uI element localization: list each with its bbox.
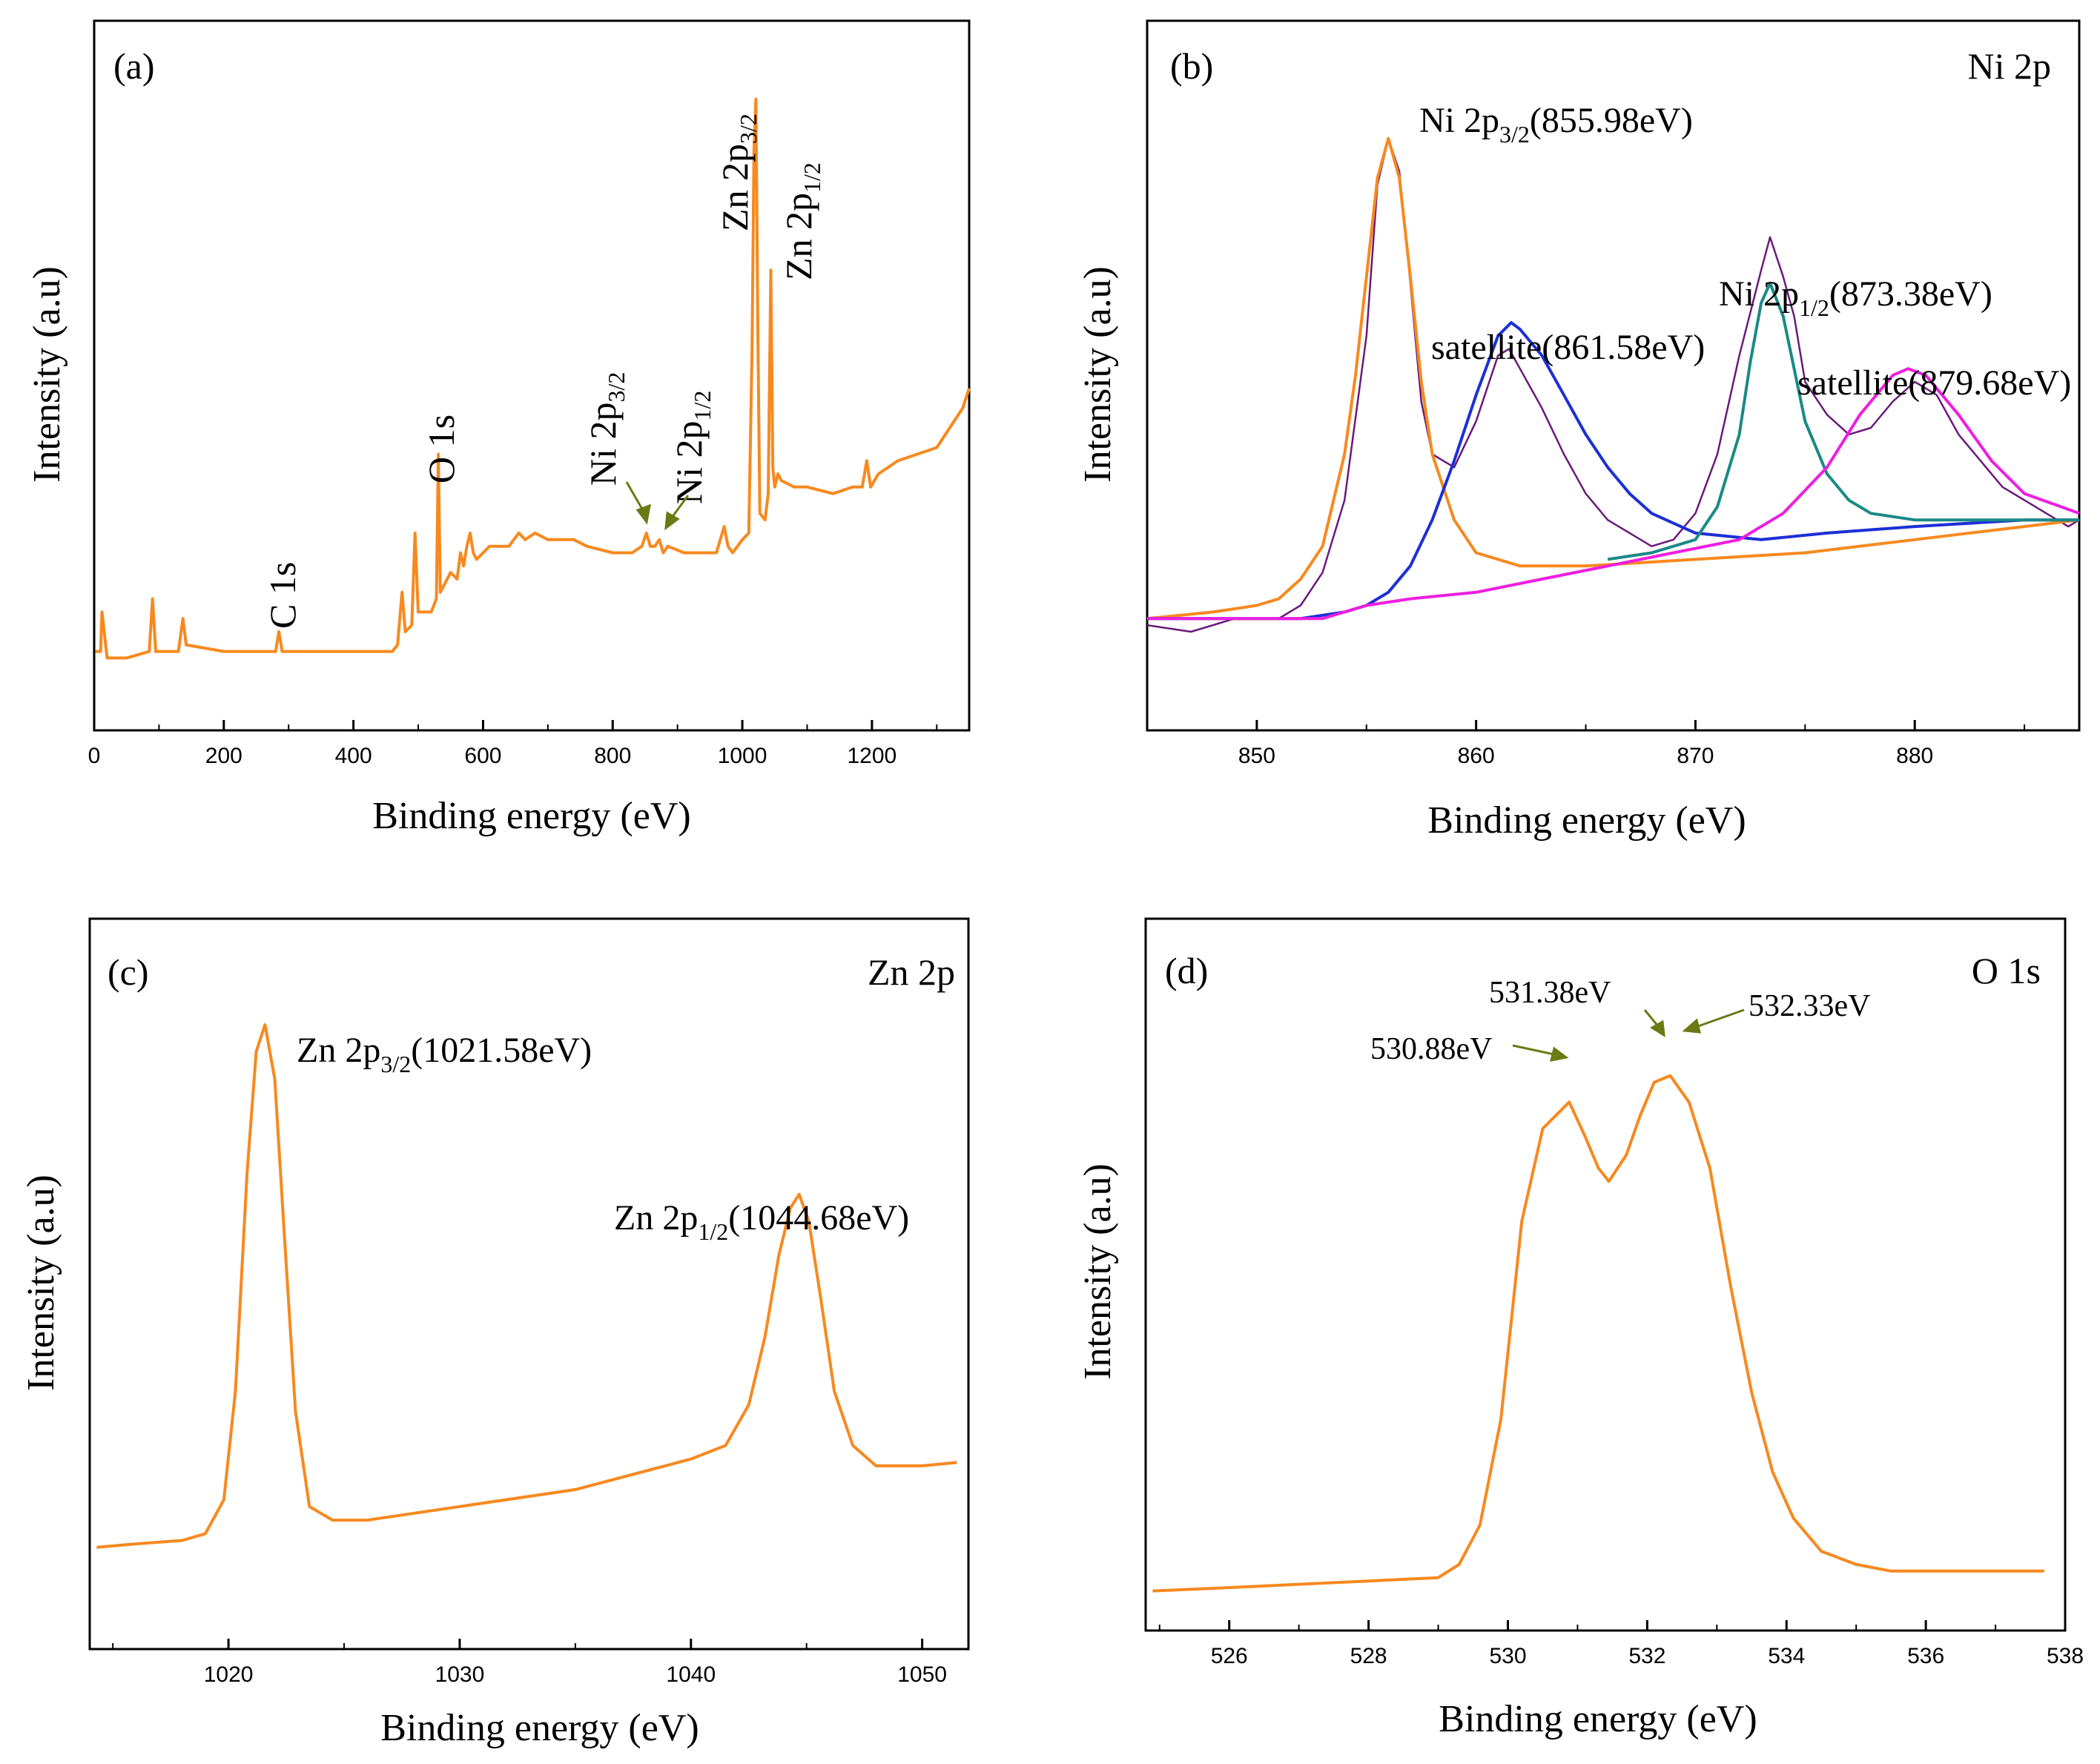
panel-a-plot bbox=[95, 97, 971, 660]
panel-d-x-tick-label: 530 bbox=[1489, 1644, 1526, 1668]
ann-ni2p32: Ni 2p3/2(855.98eV) bbox=[1419, 101, 1693, 148]
panel-d: 526 528 530 532 534 536 538 (d) O 1s Binding e… bbox=[1077, 917, 2084, 1740]
panel-c-title: Zn 2p bbox=[868, 951, 955, 993]
ann-sat1: satellite(861.58eV) bbox=[1431, 328, 1705, 367]
panel-b-x-ticks: 850 860 870 880 bbox=[1146, 720, 2026, 768]
series-b-satellite-879-68-fit bbox=[1147, 367, 2080, 621]
panel-d-x-tick-label: 536 bbox=[1907, 1644, 1944, 1668]
panel-a-label: (a) bbox=[113, 45, 155, 87]
panel-c-x-tick-label: 1030 bbox=[435, 1662, 485, 1687]
panel-a-x-axis-label: Binding energy (eV) bbox=[372, 795, 690, 837]
panel-b-frame bbox=[1146, 19, 2081, 732]
panel-c-x-tick-label: 1050 bbox=[897, 1662, 947, 1687]
panel-c: 1020 1030 1040 1050 (c) Zn 2p Binding energ… bbox=[20, 917, 970, 1749]
panel-b: 850 860 870 880 (b) Ni 2p Binding energy (e… bbox=[1077, 19, 2081, 842]
ann-ni2p12: Ni 2p1/2(873.38eV) bbox=[1719, 274, 1992, 321]
panel-d-x-tick-label: 534 bbox=[1768, 1644, 1805, 1668]
ann-531-38: 531.38eV bbox=[1489, 976, 1611, 1010]
label-c1s: C 1s bbox=[262, 562, 303, 629]
ann-zn2p32: Zn 2p3/2(1021.58eV) bbox=[297, 1031, 592, 1077]
panel-b-title: Ni 2p bbox=[1968, 45, 2052, 87]
panel-d-x-tick-label: 526 bbox=[1211, 1644, 1248, 1668]
ann-zn2p12: Zn 2p1/2(1044.68eV) bbox=[614, 1198, 909, 1245]
panel-b-x-tick-label: 870 bbox=[1677, 744, 1714, 768]
panel-a-x-tick-label: 1200 bbox=[848, 744, 897, 768]
arrow-530-88 bbox=[1512, 1044, 1569, 1062]
panel-d-x-tick-label: 538 bbox=[2047, 1644, 2084, 1668]
panel-a-x-tick-label: 1000 bbox=[718, 744, 767, 768]
panel-b-x-tick-label: 880 bbox=[1896, 744, 1933, 768]
arrow-ni2p32 bbox=[625, 481, 651, 525]
series-b-ni-2p1-2-fit bbox=[1607, 281, 2079, 561]
panel-a-x-ticks: 0 200 400 600 800 1000 1200 bbox=[88, 720, 938, 768]
panel-d-y-axis-label: Intensity (a.u) bbox=[1077, 1163, 1119, 1380]
panel-a-x-tick-label: 400 bbox=[335, 744, 372, 768]
panel-a-x-tick-label: 200 bbox=[205, 744, 242, 768]
panel-d-label: (d) bbox=[1165, 950, 1208, 991]
arrow-ni2p12 bbox=[664, 495, 690, 531]
panel-c-plot bbox=[96, 1023, 957, 1549]
panel-b-x-tick-label: 860 bbox=[1458, 744, 1495, 768]
panel-d-x-tick-label: 528 bbox=[1350, 1644, 1387, 1668]
ann-532-33: 532.33eV bbox=[1749, 989, 1870, 1023]
panel-c-x-tick-label: 1020 bbox=[204, 1662, 254, 1687]
arrow-532-33 bbox=[1682, 1008, 1745, 1034]
label-o1s: O 1s bbox=[420, 414, 462, 483]
panel-c-x-ticks: 1020 1030 1040 1050 bbox=[112, 1639, 947, 1687]
series-b-raw-data bbox=[1146, 137, 2080, 633]
ann-530-88: 530.88eV bbox=[1370, 1032, 1492, 1066]
label-ni2p12: Ni 2p1/2 bbox=[668, 391, 716, 504]
series-d-o-1s bbox=[1152, 1074, 2044, 1593]
panel-d-frame bbox=[1144, 917, 2067, 1632]
panel-c-frame bbox=[88, 917, 970, 1651]
panel-a-x-tick-label: 800 bbox=[594, 744, 631, 768]
panel-c-x-axis-label: Binding energy (eV) bbox=[380, 1707, 699, 1749]
panel-d-x-ticks: 526 528 530 532 534 536 538 bbox=[1158, 1620, 2084, 1668]
panel-d-plot bbox=[1152, 1074, 2044, 1593]
label-ni2p32: Ni 2p3/2 bbox=[582, 372, 630, 486]
panel-b-label: (b) bbox=[1170, 45, 1213, 87]
series-c-zn-2p bbox=[96, 1023, 957, 1549]
panel-c-x-tick-label: 1040 bbox=[666, 1662, 716, 1687]
panel-d-x-axis-label: Binding energy (eV) bbox=[1439, 1698, 1757, 1740]
panel-b-plot bbox=[1146, 136, 2080, 633]
series-a-survey bbox=[95, 97, 971, 660]
label-zn2p12: Zn 2p1/2 bbox=[778, 162, 825, 280]
panel-a-x-tick-label: 0 bbox=[88, 744, 101, 768]
panel-c-y-axis-label: Intensity (a.u) bbox=[20, 1175, 62, 1391]
panel-b-y-axis-label: Intensity (a.u) bbox=[1077, 266, 1119, 483]
panel-d-title: O 1s bbox=[1972, 950, 2041, 991]
panel-b-x-axis-label: Binding energy (eV) bbox=[1427, 799, 1746, 842]
panel-a-frame bbox=[93, 19, 971, 732]
panel-b-x-tick-label: 850 bbox=[1238, 744, 1275, 768]
label-zn2p32: Zn 2p3/2 bbox=[714, 113, 762, 231]
panel-a: 0 200 400 600 800 1000 1200 (a) Binding energy… bbox=[26, 19, 971, 837]
panel-d-x-tick-label: 532 bbox=[1628, 1644, 1665, 1668]
ann-sat2: satellite(879.68eV) bbox=[1797, 363, 2071, 403]
panel-c-label: (c) bbox=[108, 951, 149, 993]
panel-a-y-axis-label: Intensity (a.u) bbox=[26, 266, 68, 483]
panel-a-x-tick-label: 600 bbox=[464, 744, 501, 768]
series-b-ni-2p3-2-fit bbox=[1146, 136, 2080, 621]
arrow-531-38 bbox=[1643, 1009, 1665, 1037]
